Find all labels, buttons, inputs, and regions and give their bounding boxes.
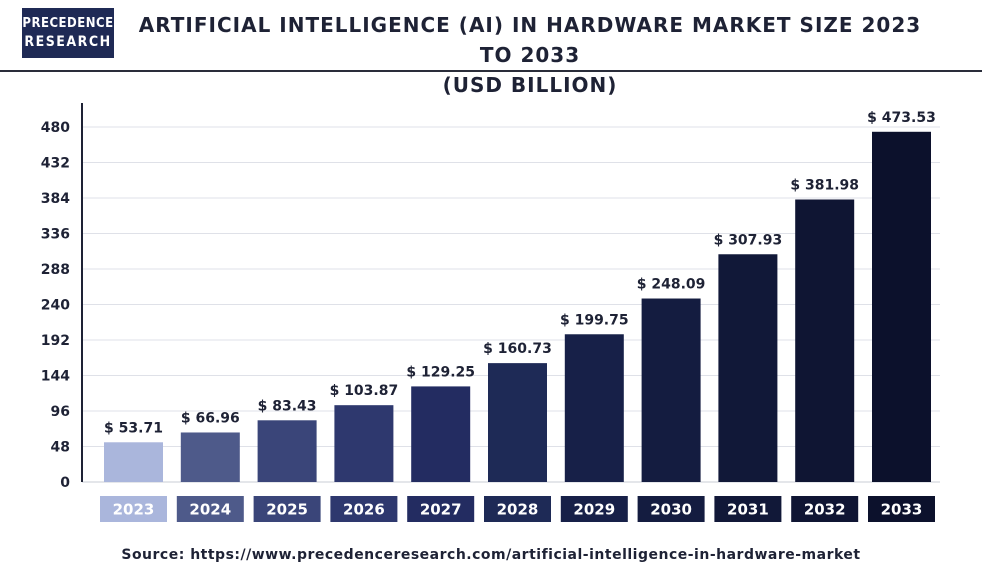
data-label-2024: $ 66.96 [181,410,240,426]
category-label-2027: 2027 [420,501,462,519]
bars [104,131,931,483]
bar-2033 [872,131,931,483]
bar-2029 [564,334,624,482]
chart-title: ARTIFICIAL INTELLIGENCE (AI) IN HARDWARE… [130,10,930,100]
category-label-2031: 2031 [727,501,769,519]
bar-2026 [334,405,394,482]
source-note: Source: https://www.precedenceresearch.c… [121,547,861,563]
x-axis-categories: 2023 2024 2025 2026 2027 2028 2029 2030 2031 2032… [100,496,935,522]
category-label-2025: 2025 [266,501,308,519]
data-label-2025: $ 83.43 [258,398,317,414]
data-label-2032: $ 381.98 [790,177,859,193]
bar-2028 [488,363,547,482]
data-label-2028: $ 160.73 [483,341,552,357]
y-tick-label: 432 [41,156,70,172]
chart-title-line-2: (USD BILLION) [442,73,618,97]
y-tick-label: 192 [41,333,70,349]
y-tick-label: 96 [51,404,70,420]
data-labels: $ 53.71 $ 66.96 $ 83.43 $ 103.87 $ 129.25 $ 1… [104,110,936,436]
bar-2027 [411,386,471,482]
logo-line-2: RESEARCH [24,34,112,50]
category-box-2023 [100,496,167,522]
brand-logo: PRECEDENCE RESEARCH [22,8,114,58]
category-box-2029 [560,496,628,522]
data-label-2023: $ 53.71 [104,420,163,436]
category-label-2026: 2026 [343,501,385,519]
category-box-2027 [407,496,475,522]
category-box-2032 [791,496,859,522]
y-tick-label: 48 [51,440,70,456]
category-label-2032: 2032 [804,501,846,519]
category-box-2033 [868,496,935,522]
category-label-2033: 2033 [881,501,923,519]
data-label-2030: $ 248.09 [637,277,706,293]
bar-2031 [718,254,778,482]
bar-2023 [104,442,163,482]
y-tick-label: 384 [41,191,70,207]
category-box-2028 [484,496,551,522]
bar-chart: 0 48 96 144 192 240 288 336 384 432 480 $ 53.71 $ 6… [41,103,940,522]
category-box-2024 [176,496,244,522]
bar-2024 [180,432,240,482]
category-label-2030: 2030 [650,501,692,519]
logo-line-1: PRECEDENCE [22,16,114,31]
data-label-2031: $ 307.93 [714,232,783,248]
category-box-2030 [637,496,705,522]
y-tick-label: 480 [41,120,70,136]
y-tick-label: 0 [60,475,70,491]
category-label-2023: 2023 [113,501,155,519]
data-label-2026: $ 103.87 [330,383,399,399]
y-tick-label: 288 [41,262,70,278]
category-box-2026 [330,496,398,522]
header-divider [0,70,982,72]
y-axis: 0 48 96 144 192 240 288 336 384 432 480 [41,103,83,491]
bar-2032 [795,199,855,482]
data-label-2033: $ 473.53 [867,110,936,126]
y-tick-label: 336 [41,227,70,243]
y-tick-label: 144 [41,369,70,385]
chart-title-line-1: ARTIFICIAL INTELLIGENCE (AI) IN HARDWARE… [138,13,922,67]
data-label-2027: $ 129.25 [406,364,475,380]
category-label-2028: 2028 [497,501,539,519]
category-box-2025 [253,496,321,522]
y-tick-label: 240 [41,298,70,314]
bar-2030 [641,298,701,482]
data-label-2029: $ 199.75 [560,312,629,328]
bar-2025 [257,420,317,482]
category-box-2031 [714,496,782,522]
category-label-2029: 2029 [573,501,615,519]
category-label-2024: 2024 [189,501,231,519]
